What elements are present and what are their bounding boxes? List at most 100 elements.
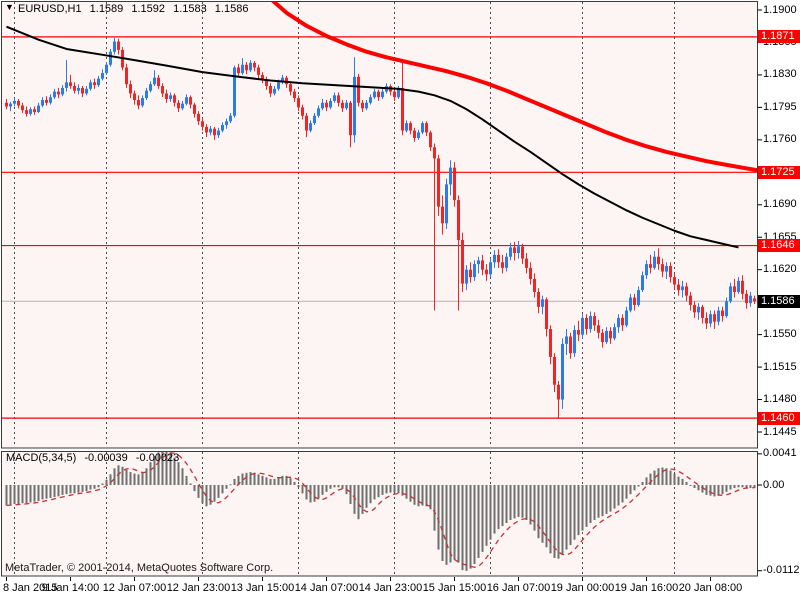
candle-body [9,103,12,107]
candle-body [533,278,536,292]
macd-bar [621,485,624,503]
current-price-label: 1.1586 [758,294,800,308]
macd-bar [65,485,68,495]
macd-bar [409,485,412,502]
macd-bar [293,481,296,485]
candle-body [465,269,468,284]
candle-body [81,87,84,94]
candle-body [325,102,328,108]
macd-bar [713,485,716,497]
macd-bar [81,485,84,492]
price-tick-label: 1.1690 [763,198,797,211]
candle-body [69,82,72,87]
candle-body [613,327,616,339]
macd-bar [93,485,96,489]
macd-signal-line [6,452,755,568]
macd-bar [457,485,460,563]
main-panel[interactable] [1,1,758,449]
macd-bar [49,485,52,498]
price-tick-label: 1.1760 [763,133,797,146]
macd-bar [589,485,592,523]
macd-bar [701,485,704,493]
candle-body [657,256,660,265]
macd-bar [633,485,636,491]
candle-body [109,51,112,65]
time-tick-label: 14 Jan 07:00 [294,582,359,594]
macd-bar [169,453,172,485]
candle-body [521,246,524,259]
macd-bar [549,485,552,554]
macd-bar [741,485,744,488]
candle-body [237,67,240,74]
macd-bar [393,485,396,493]
macd-bar [681,478,684,485]
macd-bar [73,485,76,494]
candle-body [409,123,412,131]
candle-body [41,99,44,106]
macd-bar [341,485,344,489]
macd-bar [97,485,100,488]
candle-body [133,93,136,100]
macd-histogram [5,452,756,571]
macd-bar [237,475,240,485]
candle-body [645,264,648,276]
candle-body [253,62,256,68]
macd-bar [45,485,48,499]
price-tick-label: 1.1445 [763,425,797,438]
macd-bar [233,478,236,485]
candle-body [381,91,384,98]
candle-body [21,105,24,111]
macd-bar [473,485,476,565]
macd-bar [297,485,300,488]
candle-body [101,73,104,79]
macd-bar [721,485,724,495]
candle-body [25,110,28,114]
macd-bar [121,466,124,485]
macd-bar [697,485,700,491]
macd-bar [613,485,616,509]
price-tick-label: 1.1620 [763,263,797,276]
candle-body [17,100,20,106]
candle-body [337,95,340,103]
indicator-tick-label: -0.01128 [763,564,800,577]
macd-bar [301,485,304,494]
candle-body [453,167,456,201]
macd-bar [497,485,500,530]
macd-bar [749,485,752,489]
candle-body [597,325,600,333]
candle-body [405,123,408,131]
macd-bar [541,485,544,543]
macd-bar [565,485,568,550]
macd-bar [229,484,232,486]
candle-body [217,130,220,136]
chart-marker-icon: ▼ [5,2,14,12]
macd-bar [241,473,244,485]
macd-bar [289,478,292,485]
macd-bar [581,485,584,531]
macd-bar [61,485,64,495]
macd-bar [353,485,356,514]
macd-bar [389,485,392,493]
candle-body [201,121,204,127]
macd-bar [705,485,708,495]
macd-bar [221,485,224,494]
candle-body [209,128,212,133]
macd-bar [461,485,464,571]
candle-body [517,246,520,254]
candle-body [425,123,428,133]
candle-body [365,102,368,109]
macd-bar [617,485,620,506]
macd-bar [405,485,408,499]
candle-body [293,91,296,99]
macd-bar [261,475,264,485]
ohlc-open: 1.1589 [89,3,124,15]
macd-bar [745,485,748,489]
candle-body [713,314,716,322]
candle-body [561,343,564,400]
macd-bar [177,462,180,485]
macd-bar [181,468,184,485]
candle-body [545,299,548,330]
macd-bar [9,485,12,505]
macd-bar [141,472,144,485]
